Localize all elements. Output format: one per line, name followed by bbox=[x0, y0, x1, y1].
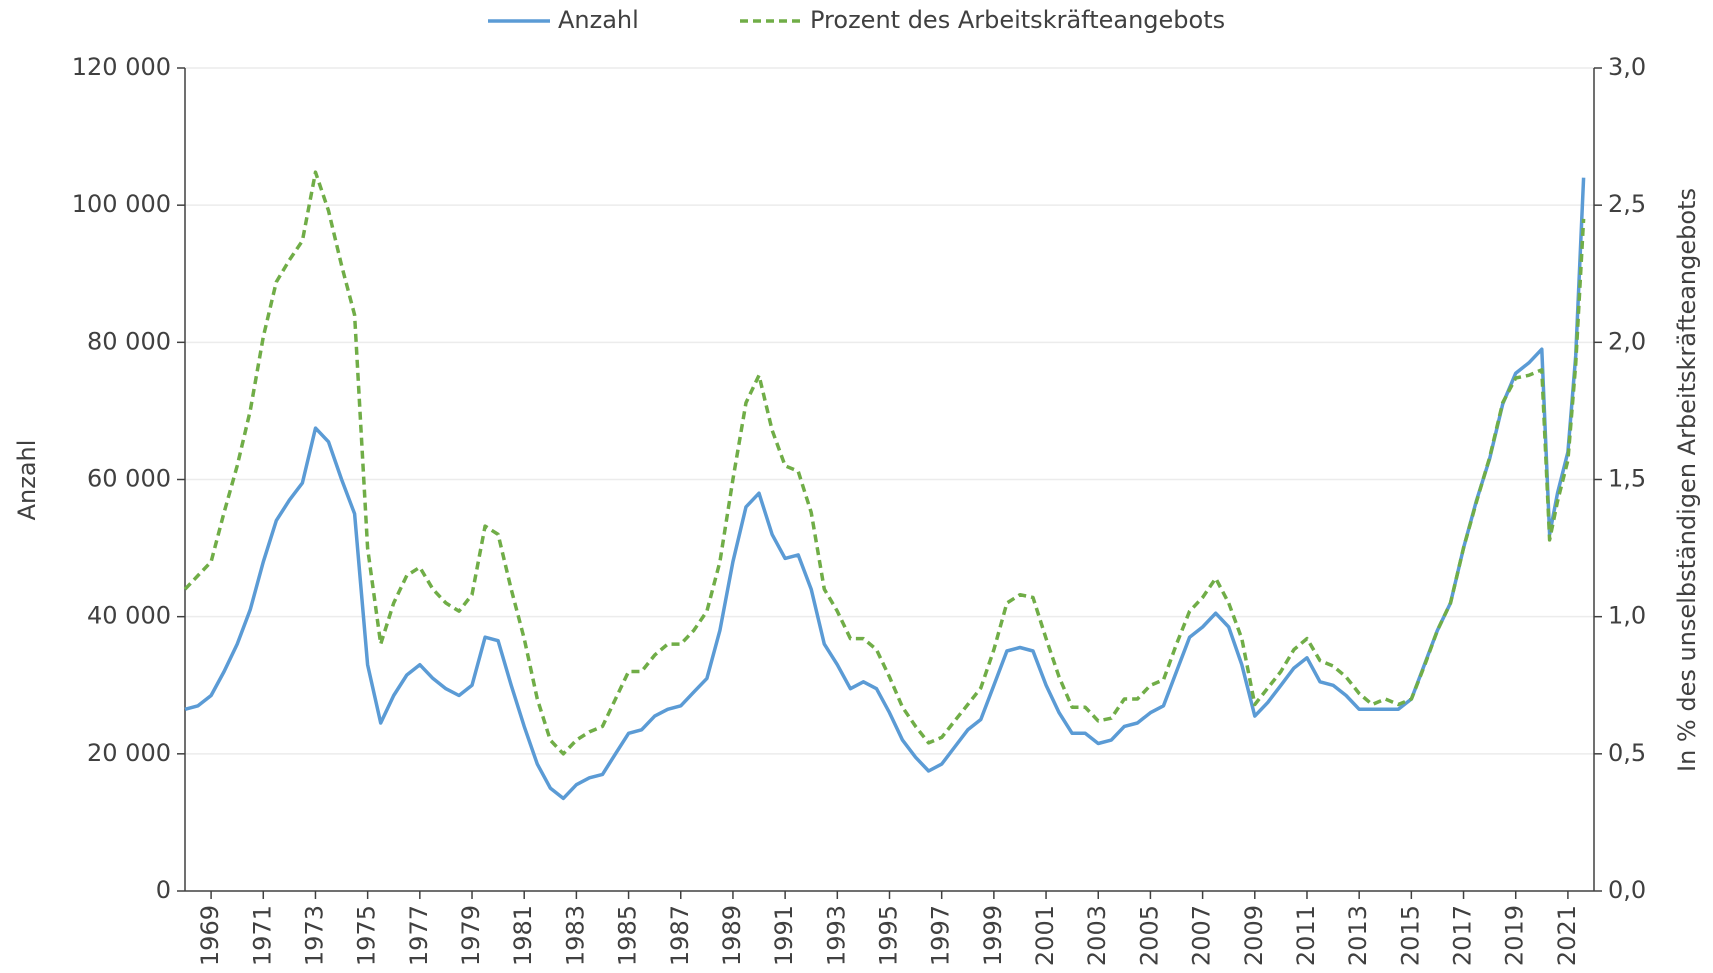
x-tick-label: 1999 bbox=[979, 905, 1007, 966]
y2-tick-label: 2,5 bbox=[1608, 190, 1646, 218]
x-tick-label: 1993 bbox=[822, 905, 850, 966]
x-tick-label: 2015 bbox=[1396, 905, 1424, 966]
y-axis-title: Anzahl bbox=[13, 440, 41, 521]
x-tick-label: 1981 bbox=[509, 905, 537, 966]
series-line bbox=[183, 170, 1586, 756]
x-tick-label: 2001 bbox=[1031, 905, 1059, 966]
legend-label: Anzahl bbox=[558, 6, 639, 34]
y2-tick-label: 3,0 bbox=[1608, 53, 1646, 81]
y-tick-label: 120 000 bbox=[72, 53, 171, 81]
x-tick-label: 2003 bbox=[1083, 905, 1111, 966]
x-tick-label: 1983 bbox=[561, 905, 589, 966]
x-tick-label: 1969 bbox=[196, 905, 224, 966]
x-tick-label: 1975 bbox=[353, 905, 381, 966]
x-tick-label: 1977 bbox=[405, 905, 433, 966]
x-tick-label: 1979 bbox=[457, 905, 485, 966]
x-tick-label: 2011 bbox=[1292, 905, 1320, 966]
x-tick-label: 1991 bbox=[770, 905, 798, 966]
y-tick-label: 60 000 bbox=[87, 465, 171, 493]
y-tick-label: 80 000 bbox=[87, 327, 171, 355]
y-tick-label: 100 000 bbox=[72, 190, 171, 218]
y2-tick-label: 2,0 bbox=[1608, 327, 1646, 355]
x-tick-label: 2019 bbox=[1501, 905, 1529, 966]
legend-label: Prozent des Arbeitskräfteangebots bbox=[810, 6, 1225, 34]
x-tick-label: 1985 bbox=[614, 905, 642, 966]
x-tick-label: 1995 bbox=[875, 905, 903, 966]
x-tick-label: 1973 bbox=[300, 905, 328, 966]
x-tick-label: 1987 bbox=[666, 905, 694, 966]
series-line bbox=[184, 177, 1586, 801]
y2-axis-title: In % des unselbständigen Arbeitskräftean… bbox=[1673, 188, 1701, 772]
x-tick-label: 1989 bbox=[718, 905, 746, 966]
x-tick-label: 2017 bbox=[1449, 905, 1477, 966]
y2-tick-label: 1,0 bbox=[1608, 602, 1646, 630]
y-tick-label: 40 000 bbox=[87, 602, 171, 630]
x-tick-label: 2005 bbox=[1135, 905, 1163, 966]
x-tick-label: 1971 bbox=[248, 905, 276, 966]
x-tick-label: 2021 bbox=[1553, 905, 1581, 966]
x-tick-label: 2009 bbox=[1240, 905, 1268, 966]
y2-tick-label: 1,5 bbox=[1608, 465, 1646, 493]
y2-tick-label: 0,0 bbox=[1608, 876, 1646, 904]
y2-tick-label: 0,5 bbox=[1608, 739, 1646, 767]
y-tick-label: 0 bbox=[156, 876, 171, 904]
y-tick-label: 20 000 bbox=[87, 739, 171, 767]
x-tick-label: 2007 bbox=[1188, 905, 1216, 966]
x-tick-label: 1997 bbox=[927, 905, 955, 966]
x-tick-label: 2013 bbox=[1344, 905, 1372, 966]
